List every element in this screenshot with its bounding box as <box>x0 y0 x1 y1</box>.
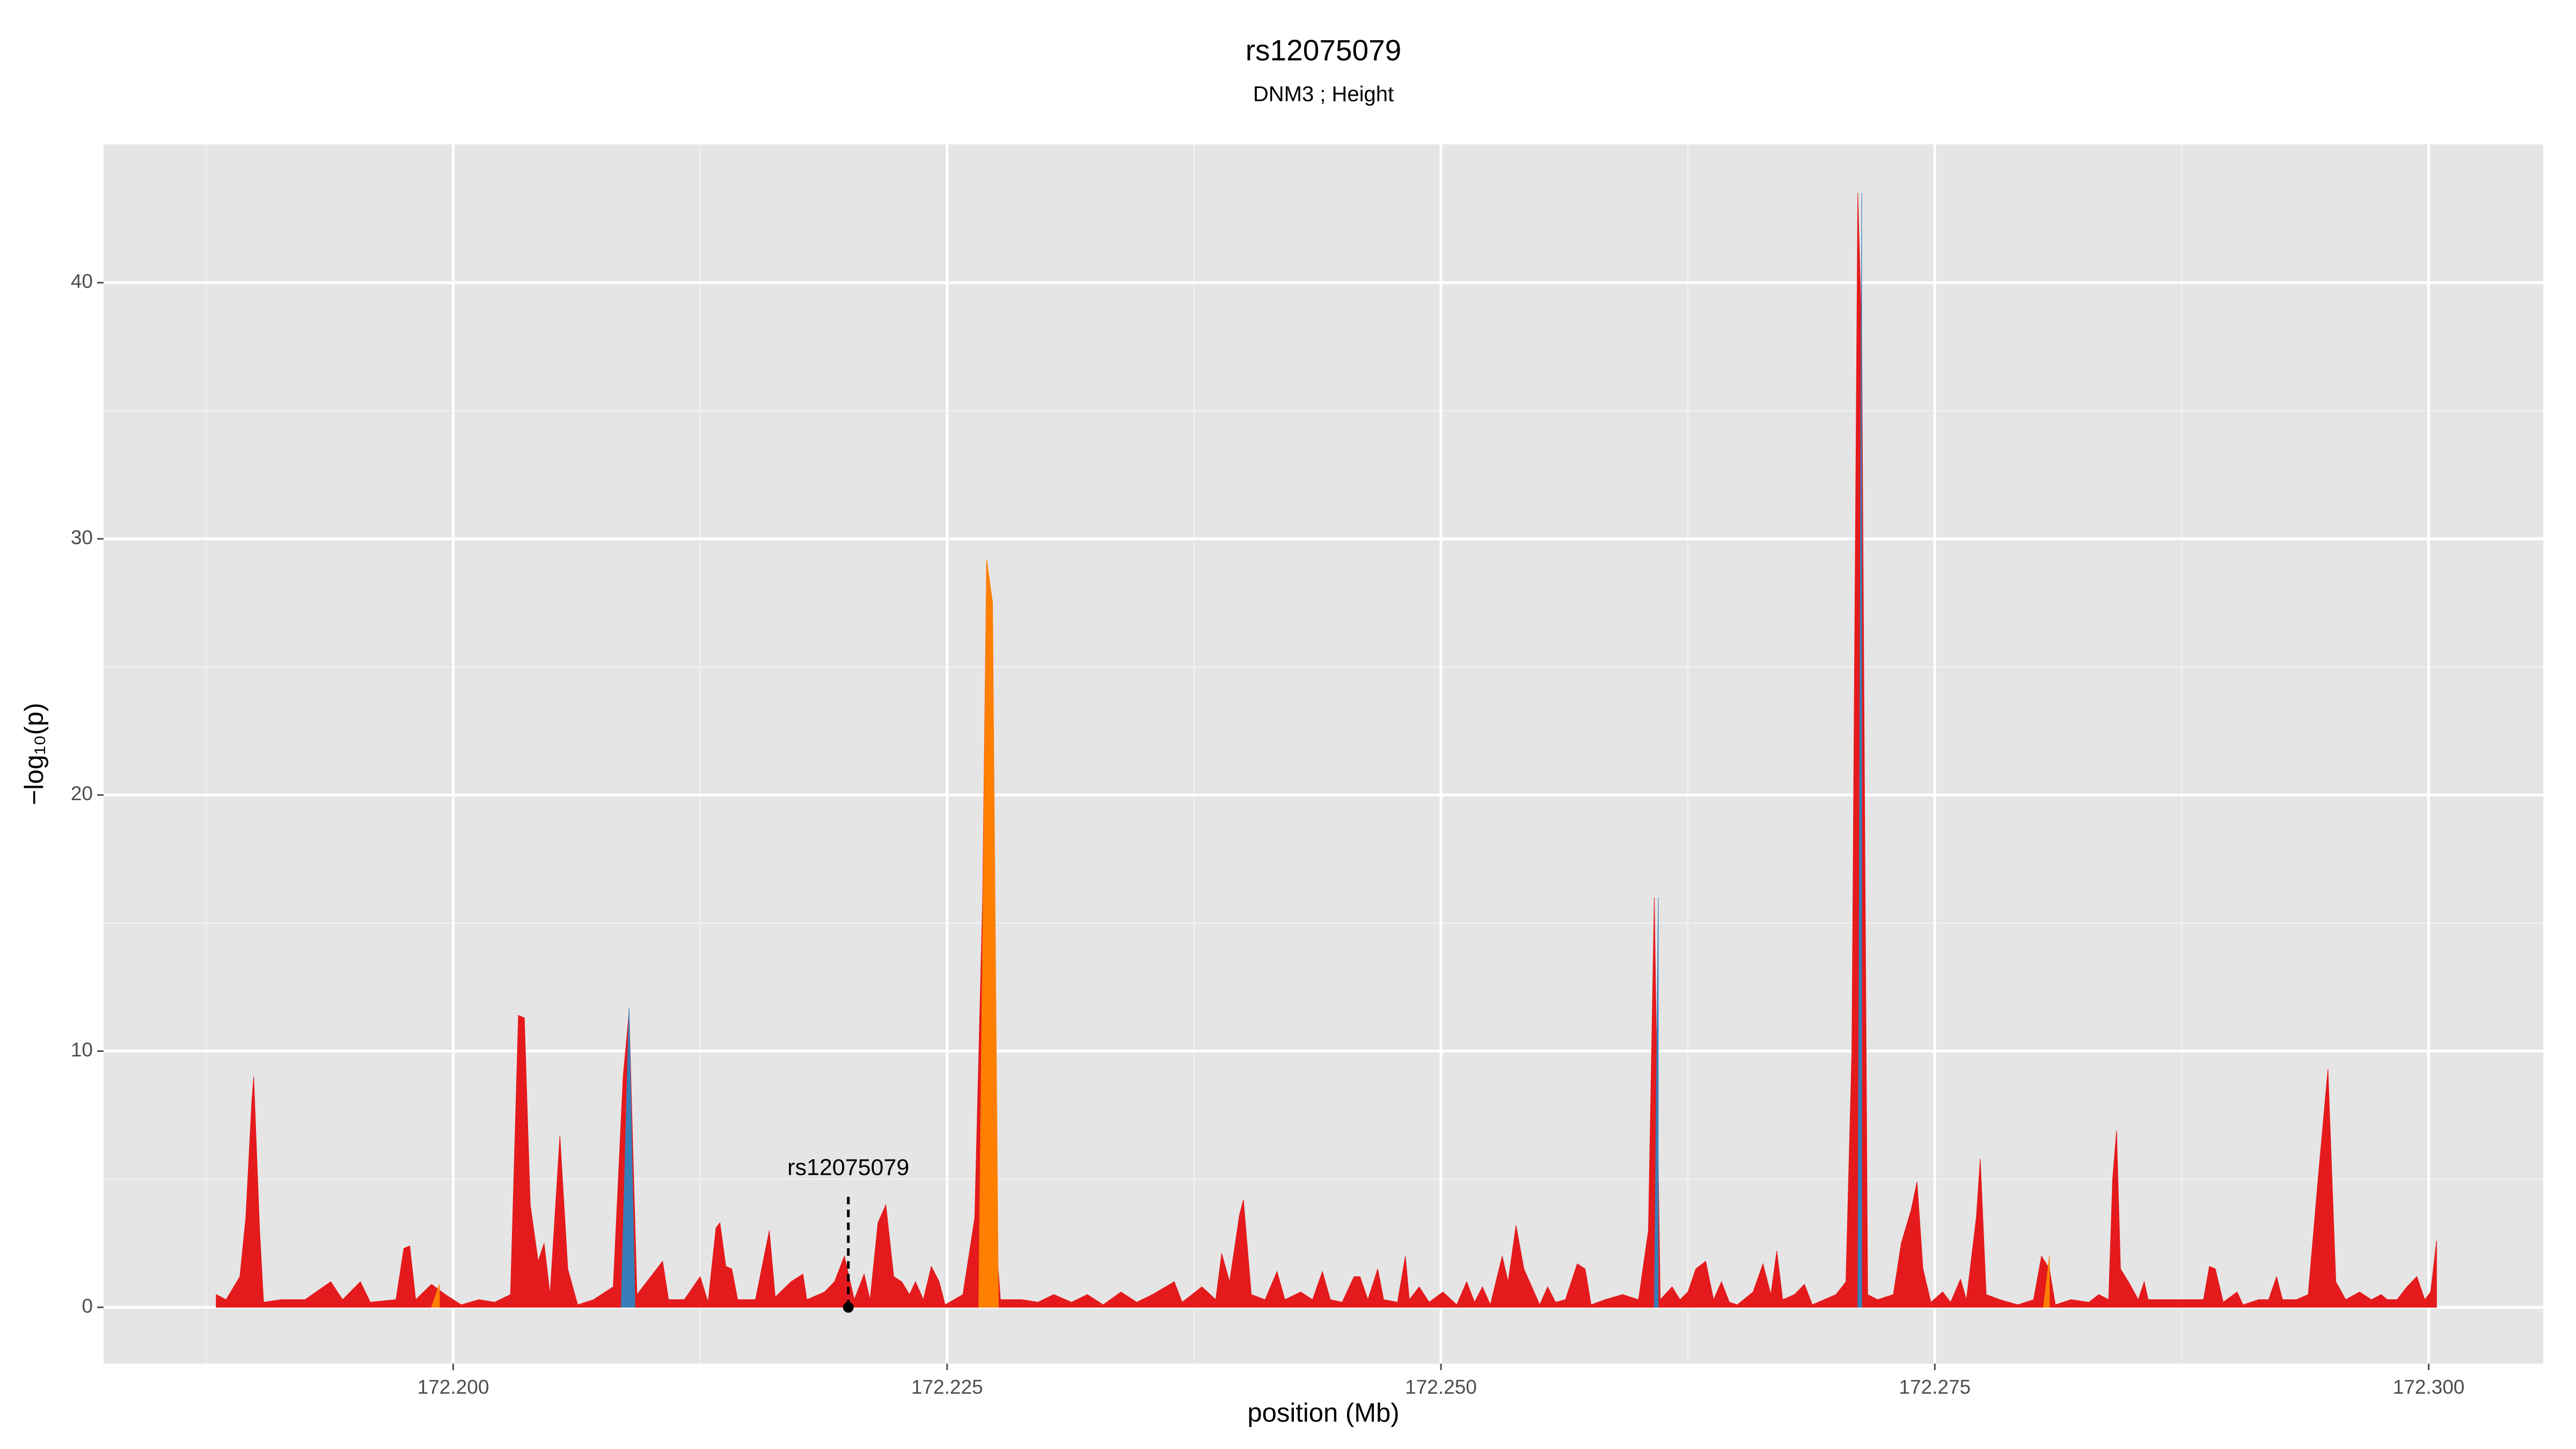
area <box>2043 1256 2050 1308</box>
x-tick-label: 172.250 <box>1405 1376 1477 1398</box>
y-tick-label: 20 <box>71 782 93 804</box>
x-tick-label: 172.225 <box>911 1376 983 1398</box>
area <box>216 193 2437 1308</box>
annotation-label: rs12075079 <box>787 1154 909 1180</box>
y-axis-label: −log₁₀(p) <box>20 703 49 806</box>
y-tick-label: 0 <box>82 1295 93 1317</box>
y-tick-label: 30 <box>71 526 93 548</box>
y-tick-label: 40 <box>71 270 93 292</box>
area <box>978 559 999 1308</box>
area <box>431 1284 440 1308</box>
area <box>620 1007 635 1308</box>
y-tick-label: 10 <box>71 1038 93 1060</box>
chart-title: rs12075079 <box>1246 34 1402 67</box>
x-tick-label: 172.300 <box>2393 1376 2465 1398</box>
annotation-point <box>843 1301 854 1313</box>
area <box>1654 897 1659 1308</box>
area <box>1857 193 1862 1308</box>
x-tick-label: 172.275 <box>1899 1376 1971 1398</box>
chart-subtitle: DNM3 ; Height <box>1253 83 1394 106</box>
x-tick-label: 172.200 <box>418 1376 489 1398</box>
x-axis-label: position (Mb) <box>1247 1399 1399 1428</box>
plot-background <box>104 144 2543 1364</box>
